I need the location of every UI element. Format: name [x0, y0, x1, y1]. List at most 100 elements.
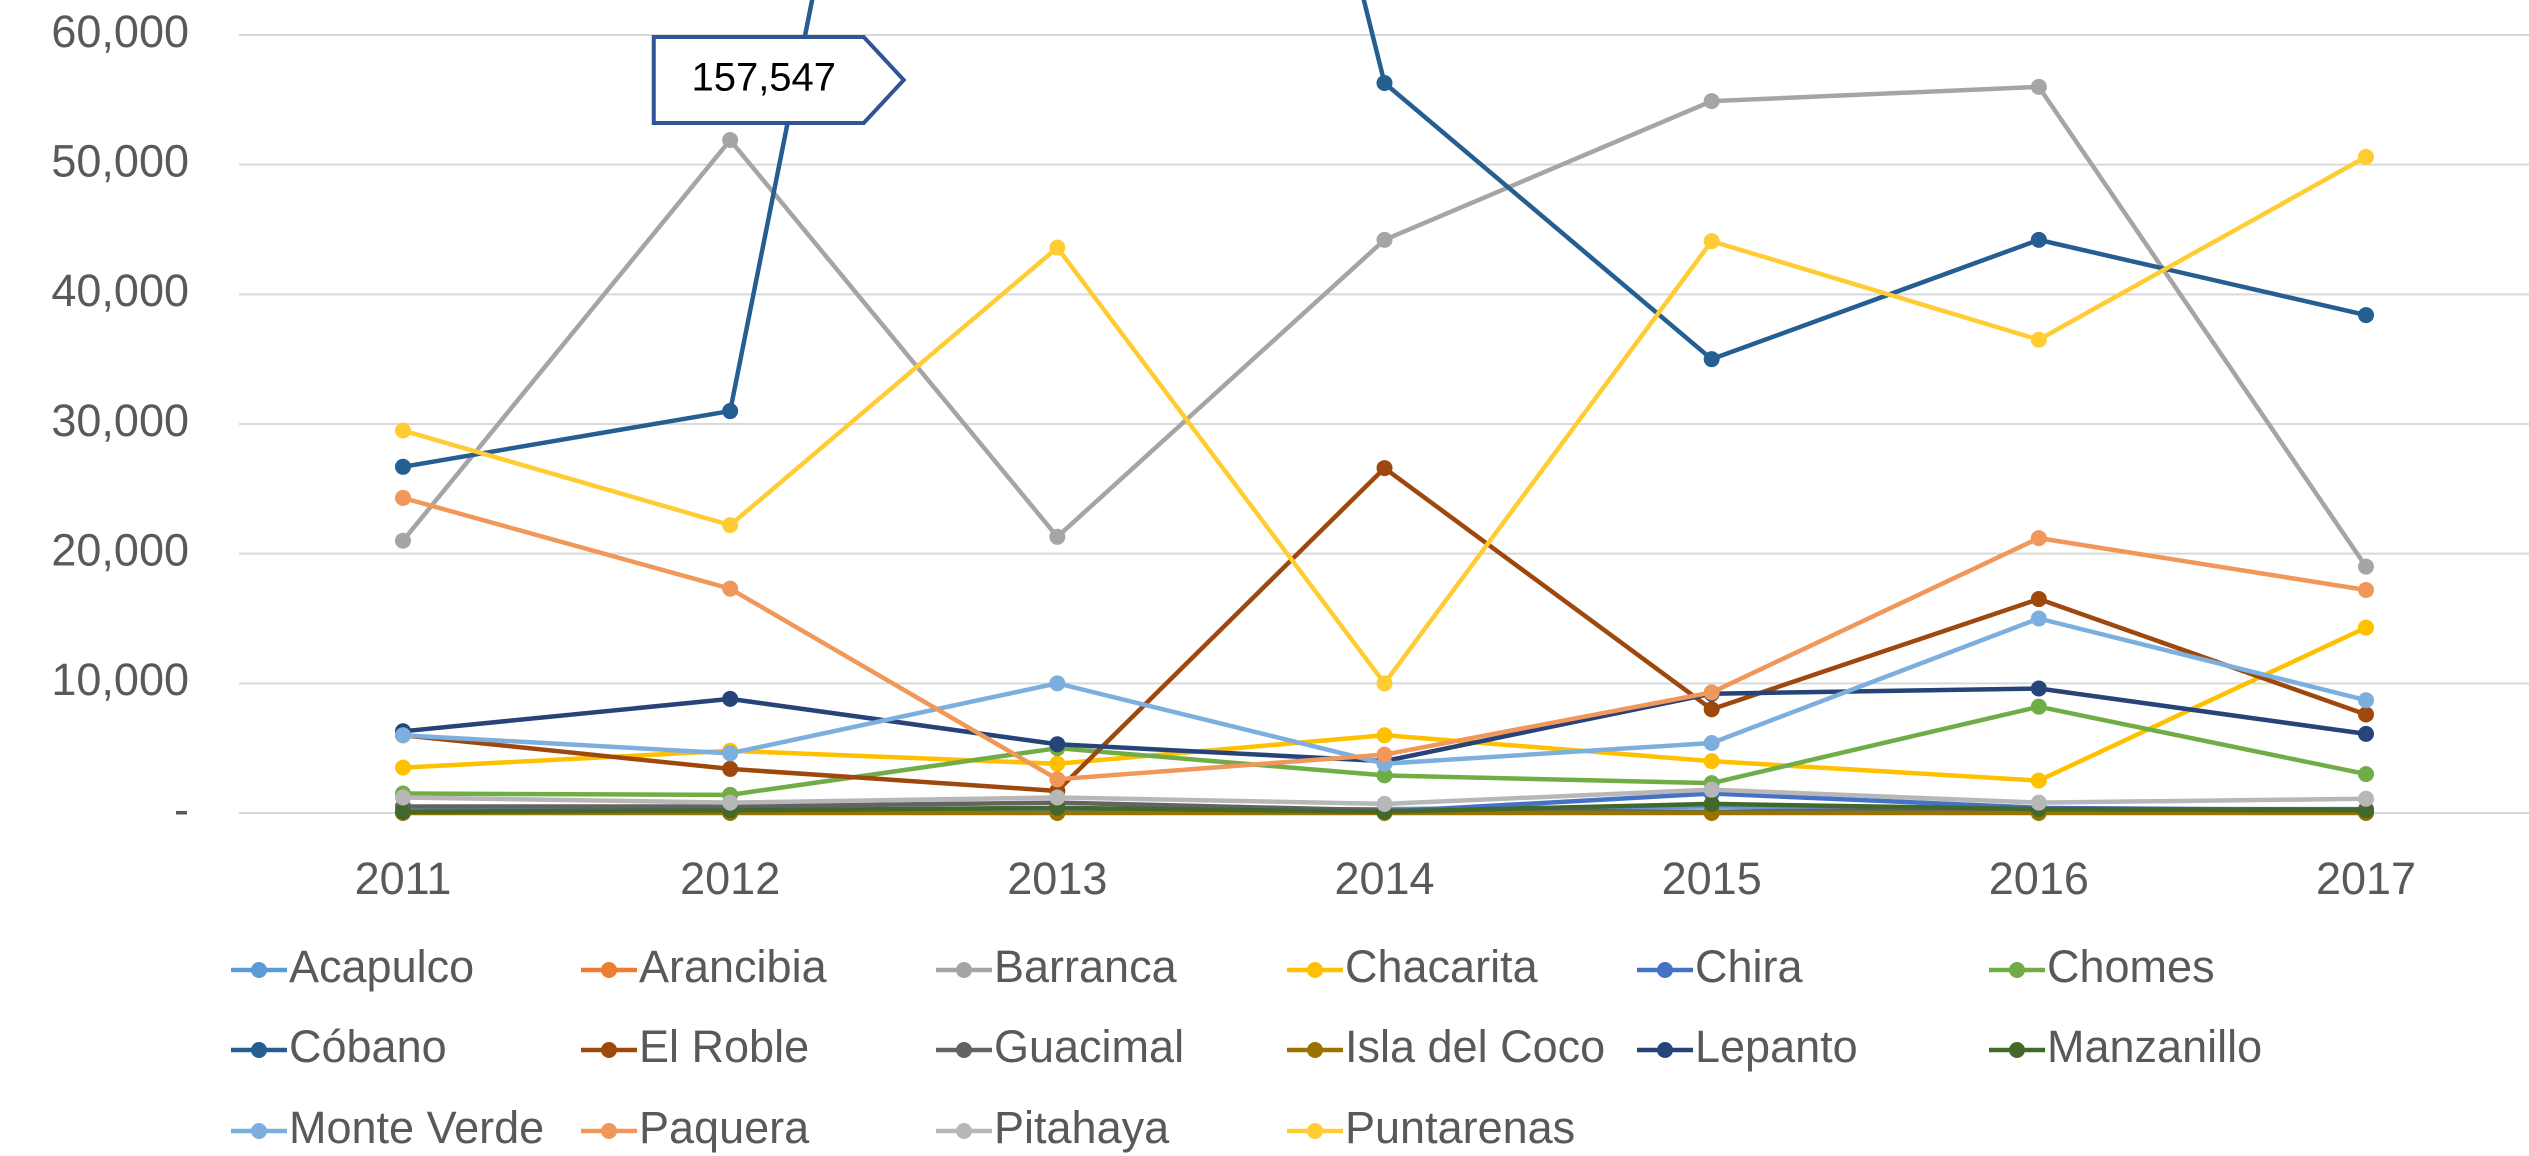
point [2030, 698, 2047, 715]
legend-label: Chacarita [1345, 941, 1539, 992]
point [1049, 789, 1066, 806]
legend-label: Guacimal [994, 1021, 1184, 1072]
point [2358, 692, 2374, 709]
point [722, 517, 739, 534]
point [722, 745, 739, 762]
point [722, 580, 739, 597]
x-tick-label: 2011 [355, 853, 452, 904]
legend-label: Cóbano [289, 1021, 447, 1072]
point [1376, 727, 1393, 744]
legend-marker [2009, 1042, 2025, 1058]
point [395, 789, 411, 806]
point [2030, 331, 2047, 348]
legend-label: Chomes [2047, 941, 2215, 992]
legend-label: Paquera [639, 1102, 810, 1153]
point [1049, 755, 1066, 772]
point [1703, 93, 1720, 110]
point [2030, 78, 2047, 95]
point [2358, 581, 2374, 598]
point [2358, 725, 2374, 742]
point [2358, 790, 2374, 807]
legend-label: Acapulco [289, 941, 474, 992]
point [722, 760, 739, 777]
y-tick-label: 10,000 [51, 654, 189, 705]
point [2030, 794, 2047, 811]
point [395, 803, 411, 820]
point [395, 532, 411, 549]
point [2358, 307, 2374, 324]
legend-label: Chira [1695, 941, 1804, 992]
point [395, 759, 411, 776]
legend-label: Barranca [994, 941, 1178, 992]
x-tick-label: 2017 [2316, 853, 2416, 904]
point [1703, 351, 1720, 368]
point [2358, 148, 2374, 165]
point [722, 794, 739, 811]
point [395, 727, 411, 744]
point [1703, 734, 1720, 751]
legend-label: Monte Verde [289, 1102, 544, 1153]
y-tick-label: 20,000 [51, 525, 189, 576]
x-tick-label: 2012 [680, 853, 780, 904]
legend-marker [251, 1042, 267, 1058]
point [395, 458, 411, 475]
point [2030, 591, 2047, 608]
y-tick-label: - [174, 784, 189, 835]
point [2030, 772, 2047, 789]
point [722, 690, 739, 707]
point [1376, 231, 1393, 248]
legend-label: Puntarenas [1345, 1102, 1575, 1153]
point [1376, 795, 1393, 812]
legend-label: Isla del Coco [1345, 1021, 1605, 1072]
point [1376, 460, 1393, 477]
point [1703, 684, 1720, 701]
point [1703, 753, 1720, 770]
legend-label: Lepanto [1695, 1021, 1858, 1072]
data-label-box [651, 35, 907, 125]
point [1049, 239, 1066, 256]
x-tick-label: 2014 [1334, 853, 1434, 904]
legend-marker [956, 1042, 972, 1058]
point [395, 422, 411, 439]
legend-marker [601, 1123, 617, 1139]
point [2030, 680, 2047, 697]
legend-marker [601, 1042, 617, 1058]
legend-marker [1307, 1042, 1323, 1058]
point [2358, 619, 2374, 636]
point [2030, 610, 2047, 627]
x-tick-label: 2016 [1989, 853, 2089, 904]
point [1703, 701, 1720, 718]
y-tick-label: 60,000 [51, 6, 189, 57]
point [2358, 558, 2374, 575]
y-tick-label: 40,000 [51, 265, 189, 316]
point [2358, 766, 2374, 783]
legend-marker [1307, 1123, 1323, 1139]
point [1376, 675, 1393, 692]
series-line [401, 84, 2368, 568]
point [1376, 746, 1393, 763]
legend-marker [1657, 1042, 1673, 1058]
y-tick-label: 30,000 [51, 395, 189, 446]
point [1376, 74, 1393, 91]
legend-marker [251, 962, 267, 978]
legend-label: El Roble [639, 1021, 809, 1072]
x-tick-label: 2015 [1662, 853, 1762, 904]
legend-label: Manzanillo [2047, 1021, 2262, 1072]
point [2030, 530, 2047, 547]
point [1703, 795, 1720, 812]
point [1049, 771, 1066, 788]
legend-marker [601, 962, 617, 978]
point [722, 132, 739, 149]
legend-label: Pitahaya [994, 1102, 1170, 1153]
point [1049, 675, 1066, 692]
legend-marker [251, 1123, 267, 1139]
point [1703, 233, 1720, 250]
x-tick-label: 2013 [1007, 853, 1107, 904]
point [2358, 802, 2374, 819]
legend-marker [1307, 962, 1323, 978]
point [395, 489, 411, 506]
point [2358, 706, 2374, 723]
point [1376, 767, 1393, 784]
legend-marker [956, 962, 972, 978]
